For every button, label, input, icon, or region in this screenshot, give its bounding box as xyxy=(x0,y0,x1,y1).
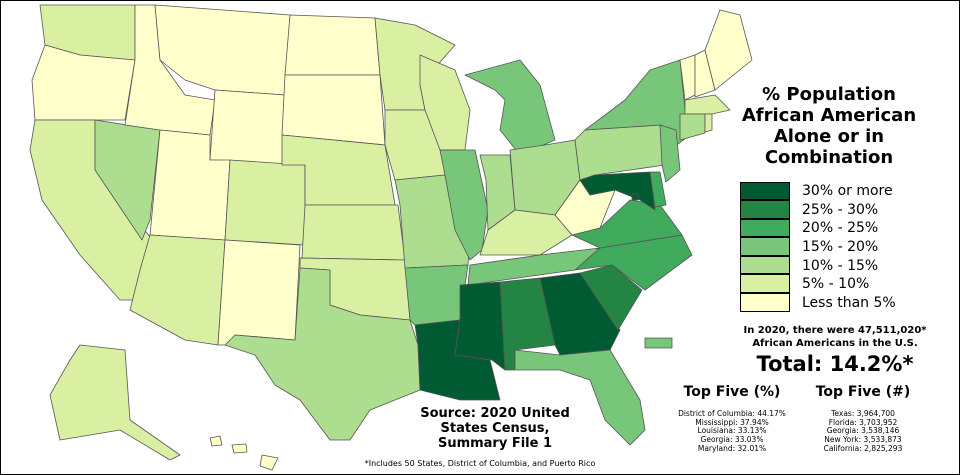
state-co xyxy=(224,159,306,246)
legend-label: Less than 5% xyxy=(802,294,896,311)
state-ma xyxy=(684,94,731,115)
legend-swatch xyxy=(740,255,790,275)
legend-title: % Population African American Alone or i… xyxy=(741,84,917,168)
total-percentage: Total: 14.2%* xyxy=(756,352,914,376)
state-ri xyxy=(704,113,713,133)
legend-item: 20% - 25% xyxy=(740,218,896,238)
state-sc xyxy=(579,264,643,331)
list-item: Mississippi: 37.94% xyxy=(695,417,769,427)
legend-swatch xyxy=(740,218,790,238)
state-sd xyxy=(281,74,386,146)
state-dc xyxy=(631,193,639,201)
list-item: New York: 3,533,873 xyxy=(824,435,902,445)
top-five-number-heading: Top Five (#) xyxy=(815,384,911,400)
state-tx xyxy=(224,267,421,441)
state-ak xyxy=(49,344,181,461)
state-wy xyxy=(209,89,286,166)
state-nj xyxy=(659,124,681,183)
state-or xyxy=(31,44,136,121)
state-hi xyxy=(259,454,279,471)
legend-item: 25% - 30% xyxy=(740,200,896,220)
legend-label: 30% or more xyxy=(802,183,893,200)
legend-swatch xyxy=(740,237,790,256)
legend-item: 15% - 20% xyxy=(740,237,896,257)
legend-label: 10% - 15% xyxy=(802,257,879,274)
state-il xyxy=(439,149,489,261)
source-line: States Census, xyxy=(440,421,550,436)
list-item: Florida: 3,703,952 xyxy=(828,417,898,427)
legend-swatch xyxy=(740,293,790,312)
legend-item: Less than 5% xyxy=(740,293,896,313)
state-nd xyxy=(284,14,381,76)
list-item: Louisiana: 33.13% xyxy=(697,426,767,436)
list-item: Maryland: 32.01% xyxy=(697,443,767,453)
legend-label: 5% - 10% xyxy=(802,276,870,293)
state-me xyxy=(704,9,753,91)
note-line: African Americans in the U.S. xyxy=(752,338,918,349)
list-item: Georgia: 33.03% xyxy=(700,435,764,445)
top-five-percent-heading: Top Five (%) xyxy=(683,384,781,400)
legend-item: 30% or more xyxy=(740,181,896,201)
legend-label: 15% - 20% xyxy=(802,239,879,256)
top-five-percent-list: District of Columbia: 44.17% Mississippi… xyxy=(662,409,802,454)
state-ct xyxy=(679,113,706,141)
state-mi xyxy=(464,59,556,156)
legend: 30% or more 25% - 30% 20% - 25% 15% - 20… xyxy=(740,181,896,313)
state-ks xyxy=(301,204,406,261)
legend-item: 10% - 15% xyxy=(740,255,896,275)
source-text: Source: 2020 United States Census, Summa… xyxy=(405,406,585,451)
state-de xyxy=(649,171,667,208)
population-note: In 2020, there were 47,511,020* African … xyxy=(730,324,940,350)
source-line: Summary File 1 xyxy=(437,436,553,451)
state-hi xyxy=(231,443,248,454)
note-line: In 2020, there were 47,511,020* xyxy=(743,325,927,336)
state-hi xyxy=(209,435,223,447)
legend-swatch xyxy=(740,200,790,219)
legend-label: 25% - 30% xyxy=(802,201,879,218)
footnote: *Includes 50 States, District of Columbi… xyxy=(364,459,596,468)
list-item: Georgia: 3,538,146 xyxy=(826,426,900,436)
legend-swatch xyxy=(740,181,790,201)
state-nm xyxy=(217,239,301,346)
state-ar xyxy=(404,264,469,326)
source-line: Source: 2020 United xyxy=(420,406,570,421)
list-item: California: 2,825,293 xyxy=(823,443,903,453)
state-fl xyxy=(514,349,646,446)
list-item: Texas: 3,964,700 xyxy=(831,409,895,418)
top-five-number-list: Texas: 3,964,700 Florida: 3,703,952 Geor… xyxy=(793,409,933,454)
legend-swatch xyxy=(740,274,790,294)
state-pr xyxy=(644,337,673,349)
list-item: District of Columbia: 44.17% xyxy=(678,409,786,418)
legend-item: 5% - 10% xyxy=(740,274,896,294)
legend-label: 20% - 25% xyxy=(802,220,879,237)
